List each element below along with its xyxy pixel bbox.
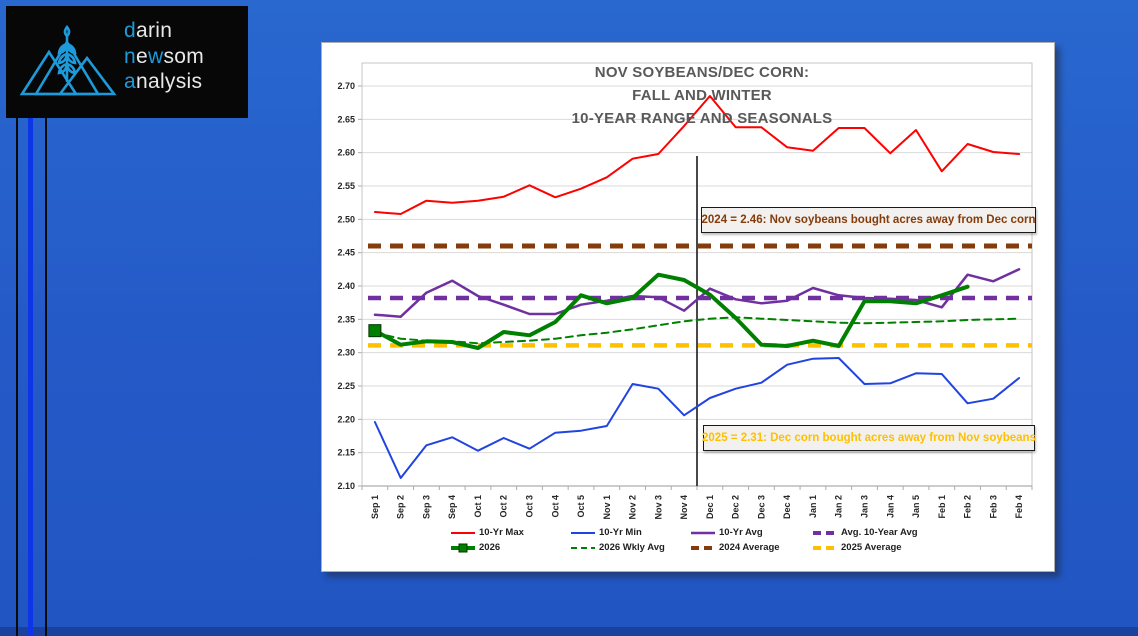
y-tick-label: 2.50 [337,214,355,224]
series-10-yr-min [373,357,1021,479]
legend-label: 2025 Average [841,542,902,553]
x-tick-label: Sep 4 [447,495,457,519]
y-tick-label: 2.35 [337,314,355,324]
x-tick-label: Feb 3 [988,495,998,519]
y-tick-label: 2.65 [337,114,355,124]
x-tick-label: Sep 2 [396,495,406,519]
brand-word-3: analysis [124,70,203,93]
x-tick-label: Sep 3 [421,495,431,519]
legend-swatch [691,531,715,534]
legend-swatch [571,531,595,534]
chart-legend: 10-Yr Max 10-Yr Min 10-Yr Avg Avg. 10-Year … [450,525,962,555]
x-tick-label: Jan 5 [911,495,921,518]
accent-line-black-right [45,118,47,636]
brand-word-2: newsom [124,44,205,68]
x-tick-label: Oct 4 [550,495,560,518]
y-tick-label: 2.30 [337,348,355,358]
annotation-2025-average: 2025 = 2.31: Dec corn bought acres away … [702,425,1036,451]
chart-title-line2: FALL AND WINTER [632,87,772,104]
x-tick-label: Nov 4 [679,495,689,520]
legend-swatch [813,545,837,550]
y-tick-label: 2.45 [337,248,355,258]
mountains-wheat-icon [19,24,117,96]
legend-label: 2024 Average [719,542,780,553]
y-tick-label: 2.10 [337,481,355,491]
legend-item-10-yr-max: 10-Yr Max [450,527,570,538]
legend-item-10-yr-min: 10-Yr Min [570,527,690,538]
y-tick-label: 2.55 [337,181,355,191]
x-tick-label: Dec 1 [705,495,715,519]
chart-panel: 2.70 2.65 2.60 2.55 2.50 2.45 2.40 2.35 2.30 2.25… [321,42,1055,572]
x-tick-label: Oct 1 [473,495,483,518]
legend-item-2026: 2026 [450,542,570,553]
legend-swatch [691,545,715,550]
x-tick-label: Jan 4 [885,495,895,518]
legend-swatch [451,543,475,552]
x-tick-label: Oct 3 [525,495,535,518]
legend-swatch [813,530,837,535]
legend-item-avg-10-year-avg: Avg. 10-Year Avg [812,527,962,538]
legend-label: 2026 Wkly Avg [599,542,665,553]
annotation-2024-average: 2024 = 2.46: Nov soybeans bought acres a… [701,207,1036,233]
legend-item-10-yr-avg: 10-Yr Avg [690,527,812,538]
series-2026-start-marker [368,324,382,338]
chart-title-line3: 10-YEAR RANGE AND SEASONALS [571,110,833,127]
brand-logo: darin newsom analysis [6,6,248,118]
accent-line-blue [28,118,33,636]
x-tick-label: Feb 1 [937,495,947,519]
x-tick-label: Nov 1 [602,495,612,520]
x-tick-label: Feb 4 [1014,495,1024,519]
y-tick-label: 2.60 [337,148,355,158]
y-tick-label: 2.25 [337,381,355,391]
x-tick-label: Nov 3 [653,495,663,520]
x-tick-label: Jan 2 [834,495,844,518]
series-10-yr-avg [373,268,1021,318]
x-tick-label: Dec 2 [731,495,741,519]
legend-label: 10-Yr Avg [719,527,763,538]
x-tick-label: Jan 3 [860,495,870,518]
y-tick-label: 2.40 [337,281,355,291]
slide-bottom-bar [0,627,1138,636]
x-tick-label: Dec 3 [756,495,766,519]
chart-title: NOV SOYBEANS/DEC CORN: FALL AND WINTER 1… [366,61,1038,130]
x-tick-label: Jan 1 [808,495,818,518]
x-tick-label: Nov 2 [628,495,638,520]
legend-item-2026-wkly-avg: 2026 Wkly Avg [570,542,690,553]
x-tick-label: Dec 4 [782,495,792,519]
brand-word-1: darin [124,19,173,42]
legend-swatch [451,531,475,534]
x-tick-label: Oct 2 [499,495,509,518]
legend-label: 2026 [479,542,501,553]
y-tick-label: 2.20 [337,414,355,424]
x-tick-label: Sep 1 [370,495,380,519]
chart-title-line1: NOV SOYBEANS/DEC CORN: [594,64,810,81]
y-tick-label: 2.70 [337,81,355,91]
series-10-yr-max [373,95,1021,215]
x-tick-label: Feb 2 [963,495,973,519]
brand-name: darin newsom analysis [124,18,204,95]
legend-label: 10-Yr Max [479,527,524,538]
x-tick-label: Oct 5 [576,495,586,518]
legend-label: 10-Yr Min [599,527,642,538]
legend-item-2024-average: 2024 Average [690,542,812,553]
legend-swatch [571,546,595,549]
y-tick-label: 2.15 [337,448,355,458]
series-2026 [372,272,970,350]
legend-label: Avg. 10-Year Avg [841,527,918,538]
accent-line-black-left [16,118,18,636]
legend-item-2025-average: 2025 Average [812,542,962,553]
